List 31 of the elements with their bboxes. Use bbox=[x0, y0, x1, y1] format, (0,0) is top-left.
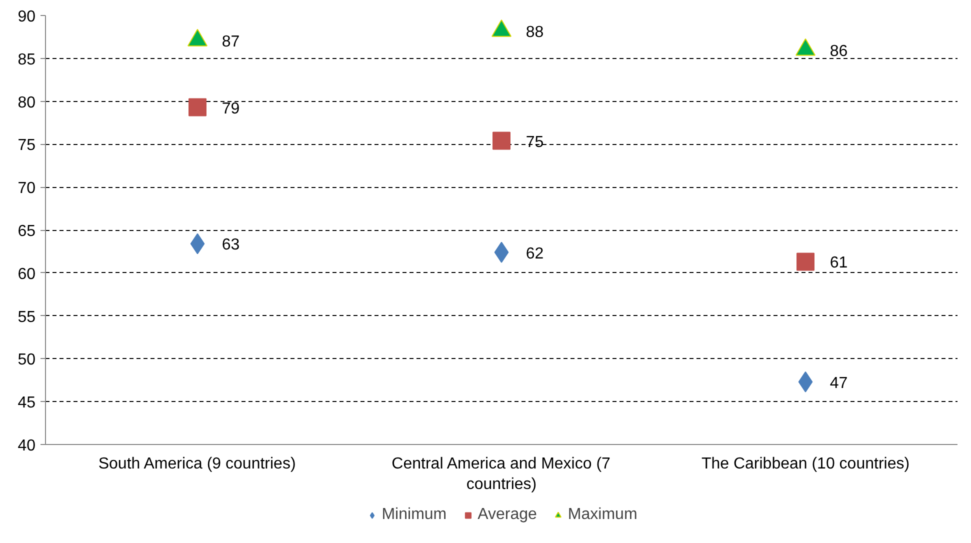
y-tick-label: 75 bbox=[18, 137, 36, 154]
data-label: 61 bbox=[830, 254, 848, 272]
point bbox=[796, 252, 814, 271]
data-label: 88 bbox=[526, 24, 544, 41]
y-tick-label: 45 bbox=[18, 394, 36, 412]
y-tick-label: 70 bbox=[18, 180, 36, 198]
data-label: 86 bbox=[830, 42, 848, 60]
y-tick-label: 90 bbox=[18, 8, 36, 26]
point bbox=[492, 132, 510, 150]
data-label: 79 bbox=[222, 100, 240, 118]
point bbox=[188, 28, 208, 46]
legend-label: Average bbox=[478, 506, 537, 524]
y-tick-label: 40 bbox=[18, 438, 36, 454]
y-tick-label: 55 bbox=[18, 308, 36, 326]
data-label: 63 bbox=[222, 236, 240, 254]
point bbox=[796, 38, 816, 56]
legend-label: Minimum bbox=[382, 506, 447, 524]
y-tick-label: 85 bbox=[18, 51, 36, 68]
x-tick-label: The Caribbean (10 countries) bbox=[701, 456, 910, 472]
y-tick-label: 80 bbox=[18, 94, 36, 112]
legend-label: Maximum bbox=[568, 506, 638, 524]
y-tick-label: 60 bbox=[18, 266, 36, 283]
x-tick-label: South America (9 countries) bbox=[98, 456, 296, 472]
y-tick-label: 65 bbox=[18, 223, 36, 240]
data-label: 62 bbox=[526, 245, 544, 262]
data-label: 75 bbox=[526, 134, 544, 151]
x-tick-label: Central America and Mexico (7 countries) bbox=[392, 456, 611, 493]
data-label: 87 bbox=[222, 33, 240, 50]
data-label: 47 bbox=[830, 374, 848, 392]
point bbox=[492, 19, 512, 37]
y-tick-label: 50 bbox=[18, 352, 36, 369]
